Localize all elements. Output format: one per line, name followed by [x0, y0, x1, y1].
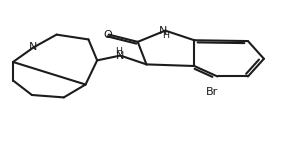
Text: Br: Br	[206, 87, 218, 97]
Text: H: H	[115, 47, 122, 56]
Text: N: N	[159, 26, 167, 36]
Text: N: N	[29, 43, 37, 52]
Text: N: N	[116, 51, 124, 61]
Text: O: O	[103, 30, 112, 40]
Text: H: H	[162, 31, 169, 40]
